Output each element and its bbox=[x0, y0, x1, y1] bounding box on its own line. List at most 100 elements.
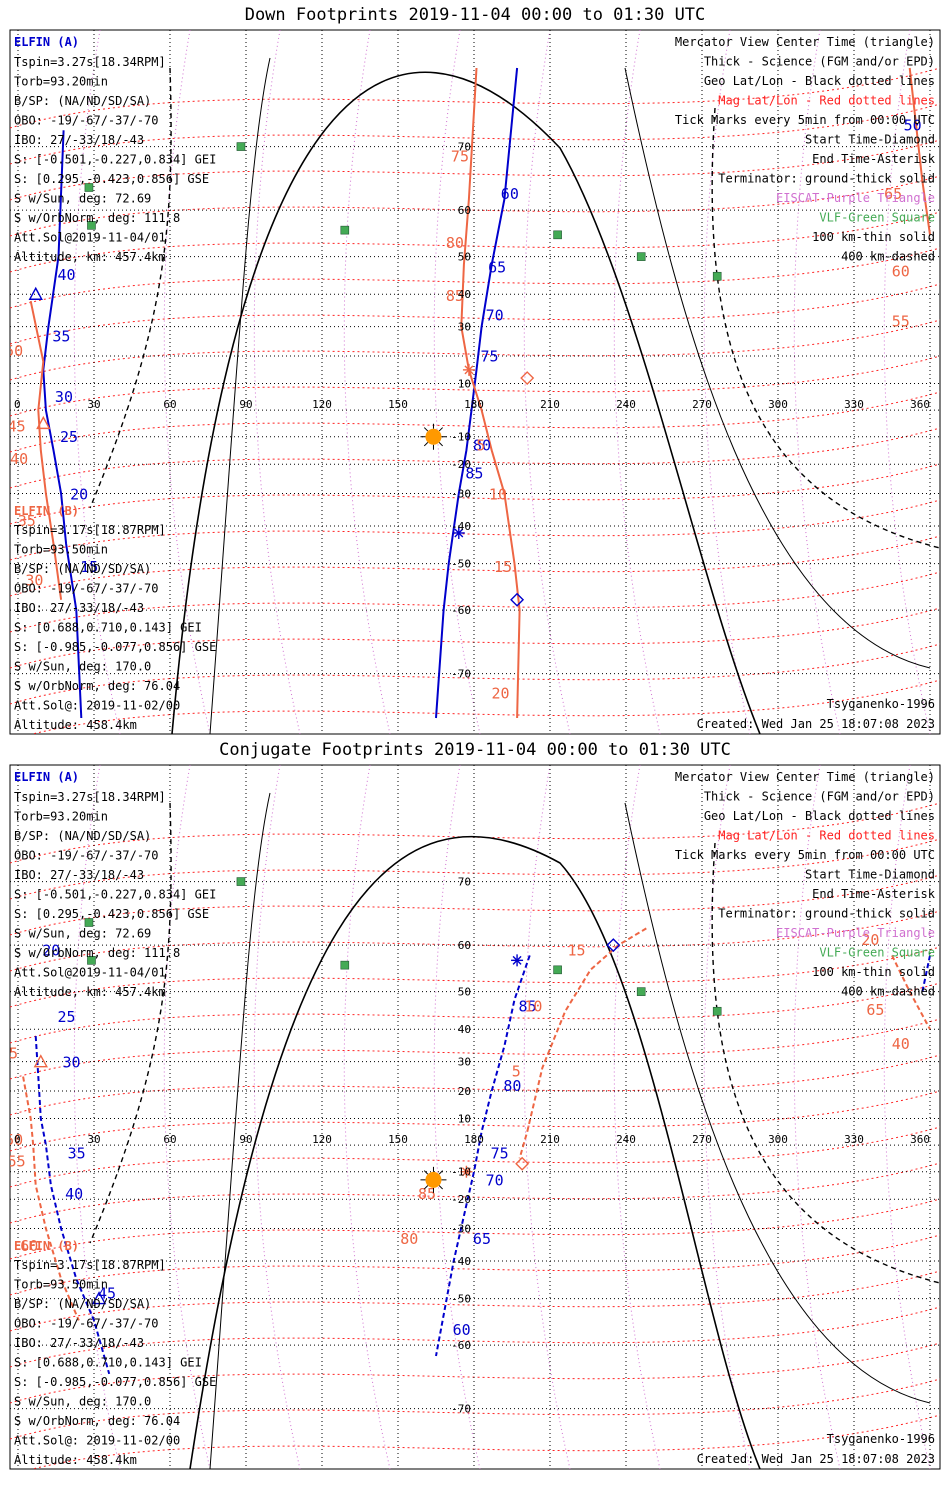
sun-icon bbox=[420, 423, 447, 450]
y-tick-label: -70 bbox=[451, 1403, 471, 1416]
terminator-ground bbox=[189, 835, 761, 1469]
mag-lat-line bbox=[10, 1234, 940, 1296]
mag-lat-line bbox=[10, 571, 940, 633]
conjugate-footprints-map: 8580757065602025303540451510585804550556… bbox=[9, 764, 941, 1470]
legend-line: Tick Marks every 5min from 00:00 UTC bbox=[675, 848, 935, 862]
vlf-station-square bbox=[84, 918, 94, 927]
y-tick-label: -30 bbox=[451, 488, 471, 501]
terminator-100km-right bbox=[624, 802, 931, 1404]
created-label: Created: Wed Jan 25 18:07:08 2023 bbox=[697, 1452, 935, 1466]
elfin-b-time-tick: 65 bbox=[866, 1001, 884, 1019]
mag-lat-line bbox=[10, 946, 940, 1008]
asterisk-stroke bbox=[512, 955, 522, 965]
elfin-b-info-line: Att.Sol@: 2019-11-02/00 bbox=[14, 699, 180, 713]
elfin-b-track-right bbox=[891, 954, 931, 1030]
elfin-b-time-tick: 85 bbox=[446, 287, 464, 305]
mag-lat-line bbox=[10, 838, 940, 900]
y-tick-label: -20 bbox=[451, 1193, 471, 1206]
x-tick-label: 0 bbox=[14, 1133, 21, 1146]
elfin-a-info-line: Att.Sol@2019-11-04/01 bbox=[14, 966, 166, 980]
elfin-a-time-tick: 75 bbox=[491, 1144, 509, 1162]
elfin-a-time-tick: 70 bbox=[486, 307, 504, 325]
y-tick-label: -30 bbox=[451, 1223, 471, 1236]
model-label: Tsyganenko-1996 bbox=[827, 1432, 935, 1446]
elfin-b-time-tick: 10 bbox=[524, 997, 542, 1015]
vlf-station-square bbox=[236, 142, 246, 151]
elfin-b-info-line: Tspin=3.17s[18.87RPM] bbox=[14, 523, 166, 537]
top-panel-title: Down Footprints 2019-11-04 00:00 to 01:3… bbox=[244, 5, 706, 25]
sun-ray bbox=[438, 427, 444, 432]
sun-disc bbox=[425, 428, 442, 445]
x-tick-label: 30 bbox=[87, 1133, 100, 1146]
x-tick-label: 360 bbox=[910, 1133, 930, 1146]
legend-line: EISCAT-Purple Triangle bbox=[776, 926, 935, 940]
x-tick-label: 30 bbox=[87, 398, 100, 411]
legend-line: Mercator View Center Time (triangle) bbox=[675, 770, 935, 784]
elfin-b-time-tick: 85 bbox=[418, 1185, 436, 1203]
x-tick-label: 240 bbox=[616, 398, 636, 411]
legend-line: Geo Lat/Lon - Black dotted lines bbox=[704, 809, 935, 823]
elfin-b-info-line: Tspin=3.17s[18.87RPM] bbox=[14, 1258, 166, 1272]
elfin-b-info-line: Altitude: 458.4km bbox=[14, 1453, 137, 1467]
mag-lat-line bbox=[10, 1162, 940, 1224]
mag-lat-line bbox=[10, 67, 940, 129]
elfin-a-time-tick: 20 bbox=[42, 941, 60, 959]
elfin-a-info-line: Torb=93.20min bbox=[14, 810, 108, 824]
x-tick-label: 150 bbox=[388, 1133, 408, 1146]
x-tick-label: 150 bbox=[388, 398, 408, 411]
sun-ray bbox=[438, 1170, 444, 1175]
vlf-station-square bbox=[340, 960, 350, 970]
y-tick-label: 10 bbox=[458, 1112, 471, 1125]
elfin-a-time-tick: 50 bbox=[904, 116, 922, 134]
x-tick-label: 0 bbox=[14, 398, 21, 411]
y-tick-label: -40 bbox=[451, 520, 471, 533]
mag-lat-line bbox=[10, 175, 940, 237]
mag-lat-line bbox=[10, 355, 940, 417]
elfin-b-info-line: IBO: 27/-33/18/-43 bbox=[14, 1336, 144, 1350]
sun-ray bbox=[423, 1170, 429, 1175]
mag-lat-line bbox=[10, 463, 940, 525]
legend-line: EISCAT-Purple Triangle bbox=[776, 191, 935, 205]
mag-lat-line bbox=[10, 103, 940, 165]
elfin-b-time-tick: 50 bbox=[5, 342, 23, 360]
x-tick-label: 60 bbox=[163, 1133, 176, 1146]
elfin-b-end-asterisk bbox=[462, 363, 475, 376]
elfin-a-track-right bbox=[921, 955, 931, 992]
elfin-b-info-line: S: [0.688,0.710,0.143] GEI bbox=[14, 621, 202, 635]
elfin-a-info-line: S w/Sun, deg: 72.69 bbox=[14, 927, 151, 941]
asterisk-stroke bbox=[454, 528, 464, 538]
sun-icon bbox=[420, 1166, 447, 1193]
mag-lat-line bbox=[10, 607, 940, 669]
y-tick-label: 70 bbox=[458, 876, 471, 889]
elfin-a-time-tick: 30 bbox=[55, 388, 73, 406]
vlf-station-square bbox=[553, 965, 562, 975]
x-tick-label: 240 bbox=[616, 1133, 636, 1146]
mag-lat-line bbox=[10, 1054, 940, 1116]
mag-lat-line bbox=[10, 535, 940, 597]
elfin-b-info-line: S: [-0.985,-0.077,0.856] GSE bbox=[14, 640, 216, 654]
sun-ray bbox=[438, 442, 444, 447]
elfin-a-start-diamond bbox=[606, 938, 621, 953]
terminator-100km-left bbox=[209, 57, 271, 734]
map-layer: 6065707580854035302520155075808551015205… bbox=[5, 30, 940, 734]
elfin-b-info-line: S w/OrbNorm, deg: 76.04 bbox=[14, 679, 180, 693]
elfin-b-info-line: Att.Sol@: 2019-11-02/00 bbox=[14, 1434, 180, 1448]
terminator-100km-right bbox=[624, 67, 931, 669]
y-tick-label: -60 bbox=[451, 604, 471, 617]
vlf-station-square bbox=[84, 183, 94, 192]
sun-ray bbox=[423, 442, 429, 447]
elfin-a-time-tick: 70 bbox=[486, 1171, 504, 1189]
elfin-b-time-tick: 75 bbox=[451, 147, 469, 165]
elfin-a-info-line: Altitude, km: 457.4km bbox=[14, 985, 166, 999]
mag-lat-line bbox=[10, 1378, 940, 1440]
legend-line: Terminator: ground-thick solid bbox=[718, 907, 935, 921]
legend-line: 400 km-dashed bbox=[841, 250, 935, 264]
mag-lat-line bbox=[30, 679, 940, 734]
down-footprints-map: 6065707580854035302520155075808551015205… bbox=[5, 29, 941, 735]
elfin-b-time-tick: 80 bbox=[446, 234, 464, 252]
legend-line: Thick - Science (FGM and/or EPD) bbox=[704, 790, 935, 804]
vlf-station-square bbox=[87, 956, 96, 965]
elfin-b-info-line: OBO: -19/-67/-37/-70 bbox=[14, 1317, 159, 1331]
elfin-b-time-tick: 5 bbox=[476, 436, 485, 454]
elfin-a-info-line: OBO: -19/-67/-37/-70 bbox=[14, 114, 159, 128]
